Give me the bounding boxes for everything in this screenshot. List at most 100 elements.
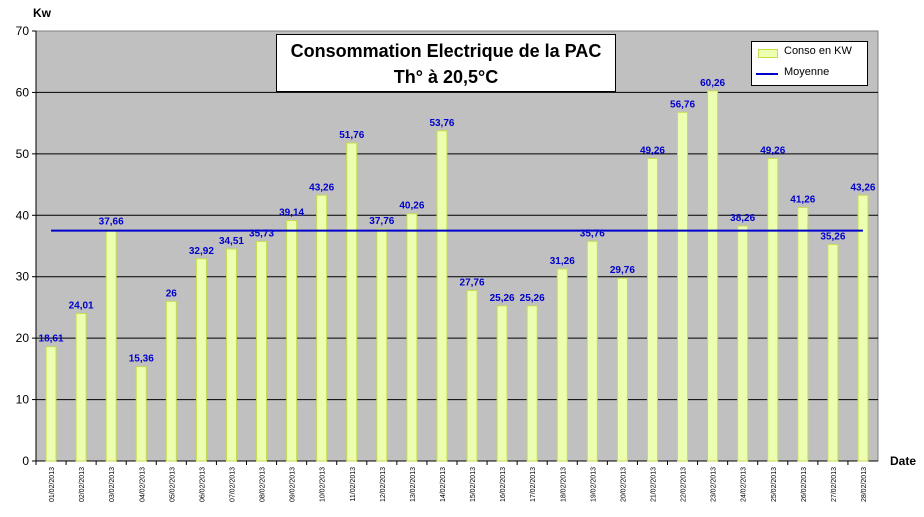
data-label: 35,73 xyxy=(249,229,274,240)
bar xyxy=(346,142,358,462)
bar xyxy=(165,300,177,462)
chart-title-line2: Th° à 20,5°C xyxy=(393,67,499,87)
x-tick-label: 07/02/2013 xyxy=(229,467,236,502)
y-tick-label: 0 xyxy=(22,454,29,468)
data-labels: 18,61 24,01 37,66 15,36 26 32,92 34,51 35,73 39,… xyxy=(39,78,876,365)
y-tick-label: 40 xyxy=(16,208,30,222)
y-tick-label: 30 xyxy=(16,270,30,284)
data-label: 49,26 xyxy=(640,145,665,156)
y-tick-label: 10 xyxy=(16,393,30,407)
bar xyxy=(436,130,448,462)
x-tick-label: 08/02/2013 xyxy=(260,467,267,502)
data-label: 37,76 xyxy=(369,216,394,227)
bar xyxy=(646,157,658,462)
x-tick-label: 18/02/2013 xyxy=(560,467,567,502)
x-tick-label: 03/02/2013 xyxy=(109,467,116,502)
x-tick-label: 17/02/2013 xyxy=(530,467,537,502)
x-tick-label: 04/02/2013 xyxy=(139,467,146,502)
data-label: 37,66 xyxy=(99,217,124,228)
bar xyxy=(737,225,749,462)
bar xyxy=(556,268,568,462)
data-label: 49,26 xyxy=(760,145,785,156)
y-axis-ticks: 0 10 20 30 40 50 60 70 xyxy=(16,24,36,468)
bar xyxy=(797,207,809,462)
bar xyxy=(466,289,478,462)
x-tick-label: 24/02/2013 xyxy=(741,467,748,502)
data-label: 24,01 xyxy=(69,301,94,312)
x-tick-label: 01/02/2013 xyxy=(49,467,56,502)
bar xyxy=(707,90,719,462)
chart-title-line1: Consommation Electrique de la PAC xyxy=(290,41,602,61)
legend: Conso en KW Moyenne xyxy=(751,41,868,86)
bar xyxy=(286,220,298,462)
x-tick-label: 06/02/2013 xyxy=(199,467,206,502)
x-tick-label: 16/02/2013 xyxy=(500,467,507,502)
legend-bar-swatch xyxy=(758,49,778,58)
bar xyxy=(767,157,779,462)
x-tick-label: 19/02/2013 xyxy=(590,467,597,502)
data-label: 53,76 xyxy=(429,118,454,129)
y-tick-label: 70 xyxy=(16,24,30,38)
bar xyxy=(827,243,839,462)
data-label: 60,26 xyxy=(700,78,725,89)
data-label: 34,51 xyxy=(219,236,244,247)
legend-line-swatch xyxy=(756,73,778,75)
bar xyxy=(406,213,418,462)
data-label: 41,26 xyxy=(790,195,815,206)
bar xyxy=(75,313,87,462)
bar xyxy=(526,305,538,462)
bar xyxy=(225,248,237,462)
x-tick-label: 13/02/2013 xyxy=(410,467,417,502)
bar xyxy=(376,228,388,462)
bar xyxy=(105,229,117,462)
plot-area xyxy=(35,30,879,462)
bar xyxy=(256,241,268,462)
data-label: 39,14 xyxy=(279,208,304,219)
x-tick-label: 14/02/2013 xyxy=(440,467,447,502)
data-label: 43,26 xyxy=(850,182,875,193)
x-tick-label: 26/02/2013 xyxy=(801,467,808,502)
data-label: 27,76 xyxy=(460,277,485,288)
chart-title-box: Consommation Electrique de la PAC Th° à … xyxy=(276,34,616,92)
x-tick-label: 02/02/2013 xyxy=(79,467,86,502)
x-axis-label: Date xyxy=(890,454,916,468)
data-label: 32,92 xyxy=(189,246,214,257)
bar xyxy=(195,258,207,462)
x-tick-label: 23/02/2013 xyxy=(711,467,718,502)
x-tick-label: 22/02/2013 xyxy=(681,467,688,502)
x-tick-label: 27/02/2013 xyxy=(831,467,838,502)
bars xyxy=(45,90,869,462)
bar xyxy=(316,194,328,462)
x-tick-label: 28/02/2013 xyxy=(861,467,868,502)
x-tick-label: 10/02/2013 xyxy=(320,467,327,502)
data-label: 25,26 xyxy=(520,293,545,304)
data-label: 40,26 xyxy=(399,201,424,212)
bar xyxy=(135,366,147,462)
x-axis-ticks: 01/02/2013 02/02/2013 03/02/2013 04/02/2013… xyxy=(35,461,868,502)
data-label: 18,61 xyxy=(39,334,64,345)
bar xyxy=(496,305,508,462)
x-tick-label: 11/02/2013 xyxy=(350,467,357,502)
bar xyxy=(586,240,598,462)
data-label: 25,26 xyxy=(490,293,515,304)
bar xyxy=(45,346,57,462)
legend-label-conso: Conso en KW xyxy=(784,45,852,57)
bar xyxy=(616,277,628,462)
data-label: 35,26 xyxy=(820,231,845,242)
y-tick-label: 20 xyxy=(16,331,30,345)
data-label: 56,76 xyxy=(670,99,695,110)
y-tick-label: 60 xyxy=(16,85,30,99)
y-axis-label: Kw xyxy=(33,6,52,20)
y-tick-label: 50 xyxy=(16,147,30,161)
x-tick-label: 09/02/2013 xyxy=(290,467,297,502)
data-label: 38,26 xyxy=(730,213,755,224)
data-label: 35,76 xyxy=(580,228,605,239)
x-tick-label: 21/02/2013 xyxy=(650,467,657,502)
x-tick-label: 20/02/2013 xyxy=(620,467,627,502)
data-label: 15,36 xyxy=(129,354,154,365)
x-tick-label: 05/02/2013 xyxy=(169,467,176,502)
bar xyxy=(857,194,869,462)
data-label: 43,26 xyxy=(309,182,334,193)
x-tick-label: 12/02/2013 xyxy=(380,467,387,502)
